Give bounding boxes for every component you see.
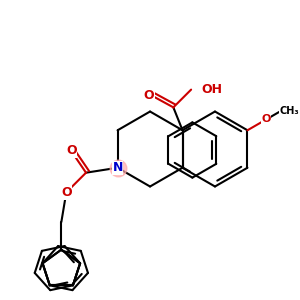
Text: OH: OH [201,83,222,96]
Text: O: O [262,114,271,124]
Text: N: N [112,161,123,174]
Text: O: O [66,145,76,158]
Text: O: O [143,89,154,102]
Text: O: O [61,186,72,199]
Text: CH₃: CH₃ [280,106,299,116]
